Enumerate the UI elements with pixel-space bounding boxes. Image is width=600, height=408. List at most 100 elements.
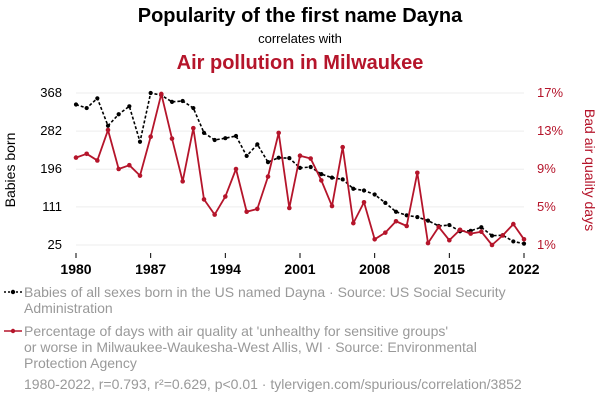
series-1-point bbox=[73, 102, 79, 107]
series-2-point bbox=[372, 237, 377, 242]
series-2-point bbox=[447, 237, 452, 243]
series-2-point bbox=[468, 231, 473, 236]
series-1-point bbox=[329, 175, 335, 180]
series-2-point bbox=[233, 166, 239, 172]
series-1-point bbox=[191, 105, 196, 111]
chart-subtitle: Air pollution in Milwaukee bbox=[177, 52, 424, 74]
y-left-tick-label: 196 bbox=[40, 161, 62, 176]
y-right-tick-label: 9% bbox=[537, 161, 556, 176]
series-1-point bbox=[351, 186, 356, 191]
legend-series-1-marker bbox=[10, 289, 16, 295]
series-2-point bbox=[500, 233, 505, 238]
y-right-tick-label: 13% bbox=[537, 123, 563, 138]
x-tick-label: 2022 bbox=[508, 261, 539, 277]
series-2-point bbox=[255, 206, 260, 212]
series-2-point bbox=[457, 227, 463, 233]
y-axis-right-label: Bad air quality days bbox=[582, 109, 598, 231]
chart-connector: correlates with bbox=[258, 31, 342, 46]
x-tick-label: 1994 bbox=[210, 261, 241, 277]
series-1-point bbox=[265, 160, 271, 165]
series-2-point bbox=[212, 212, 217, 217]
series-1-point bbox=[489, 233, 495, 238]
legend-series-2-text-3: Protection Agency bbox=[24, 355, 137, 371]
x-tick-label: 1980 bbox=[60, 261, 91, 277]
series-2-point bbox=[489, 242, 495, 248]
series-1-point bbox=[116, 112, 121, 117]
series-2-point bbox=[127, 162, 132, 168]
legend-series-2-marker bbox=[10, 328, 16, 334]
x-tick-label: 2015 bbox=[434, 261, 465, 277]
series-1-point bbox=[137, 139, 143, 144]
series-1-point bbox=[84, 105, 89, 111]
series-layer bbox=[73, 90, 527, 248]
series-2-point bbox=[191, 125, 196, 131]
series-2-point bbox=[223, 194, 228, 199]
series-1-point bbox=[297, 165, 303, 170]
series-2-point bbox=[479, 229, 484, 234]
series-2-point bbox=[340, 144, 345, 150]
series-1-point bbox=[201, 130, 207, 135]
series-1-point bbox=[169, 99, 175, 104]
series-1-point bbox=[223, 136, 228, 141]
series-2-point bbox=[351, 220, 356, 226]
series-2-point bbox=[415, 170, 420, 176]
series-2-point bbox=[95, 158, 100, 163]
series-2-point bbox=[511, 221, 516, 227]
y-left-tick-label: 25 bbox=[48, 237, 62, 252]
x-tick-label: 2008 bbox=[359, 261, 390, 277]
series-1-point bbox=[415, 214, 420, 220]
series-1-point bbox=[521, 241, 527, 246]
chart-title: Popularity of the first name Dayna bbox=[138, 5, 463, 27]
series-1-point bbox=[372, 192, 377, 197]
series-2-point bbox=[159, 91, 164, 97]
series-2-point bbox=[361, 199, 367, 205]
series-1-point bbox=[287, 156, 292, 161]
series-2-point bbox=[287, 205, 292, 211]
y-left-tick-label: 111 bbox=[42, 199, 62, 214]
y-right-tick-label: 5% bbox=[537, 199, 556, 214]
legend-series-1-text-2: Administration bbox=[24, 300, 113, 316]
series-2-point bbox=[319, 178, 324, 183]
series-1-point bbox=[393, 209, 399, 214]
series-2-point bbox=[180, 179, 185, 184]
series-2-point bbox=[329, 203, 335, 209]
series-1-point bbox=[127, 104, 132, 109]
y-left-tick-label: 282 bbox=[40, 123, 62, 138]
series-1-point bbox=[95, 96, 100, 101]
y-right-tick-label: 17% bbox=[537, 85, 563, 100]
series-2-point bbox=[265, 174, 271, 179]
series-2-point bbox=[169, 136, 175, 141]
y-left-tick-label: 368 bbox=[40, 85, 62, 100]
series-1-point bbox=[361, 188, 367, 193]
series-1-point bbox=[308, 164, 313, 170]
y-axis-left-label: Babies born bbox=[2, 133, 18, 208]
series-1-point bbox=[255, 142, 260, 147]
series-2-point bbox=[404, 223, 409, 229]
footer-stats: 1980-2022, r=0.793, r²=0.629, p<0.01 · t… bbox=[24, 376, 522, 392]
series-1-point bbox=[383, 200, 388, 205]
series-2-point bbox=[148, 134, 153, 139]
axis-layer: 25 1% 111 5% 196 9% 282 13% 368 17% 1980 1987 1994 20… bbox=[40, 85, 563, 277]
y-right-tick-label: 1% bbox=[537, 237, 556, 252]
series-2-point bbox=[105, 127, 111, 133]
legend-series-2: Percentage of days with air quality at '… bbox=[4, 323, 477, 371]
series-2-point bbox=[308, 156, 313, 161]
series-1-point bbox=[212, 137, 217, 143]
series-2-point bbox=[521, 237, 527, 242]
series-2-point bbox=[84, 151, 89, 157]
series-2-point bbox=[73, 155, 79, 160]
series-2-point bbox=[393, 218, 399, 224]
series-1-point bbox=[276, 155, 281, 160]
series-2-point bbox=[276, 130, 281, 136]
series-1-point bbox=[511, 239, 516, 244]
x-tick-label: 2001 bbox=[284, 261, 315, 277]
series-1-point bbox=[148, 90, 153, 96]
series-1-point bbox=[244, 153, 249, 159]
series-2-point bbox=[425, 240, 431, 246]
series-2-point bbox=[244, 209, 249, 215]
series-1-point bbox=[479, 225, 484, 230]
series-2-point bbox=[297, 153, 303, 158]
legend-series-1: Babies of all sexes born in the US named… bbox=[4, 284, 506, 316]
series-1-point bbox=[319, 172, 324, 177]
